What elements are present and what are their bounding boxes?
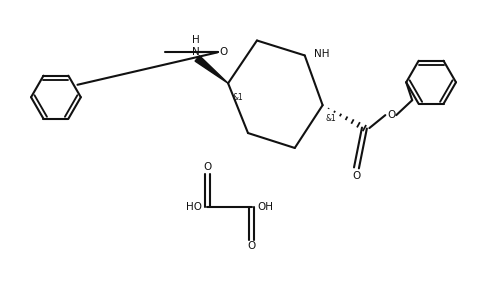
Text: &1: &1 (232, 93, 243, 102)
Text: HO: HO (186, 202, 202, 212)
Text: O: O (352, 171, 360, 181)
Text: OH: OH (257, 202, 273, 212)
Text: H: H (192, 36, 200, 45)
Text: O: O (219, 47, 227, 57)
Text: O: O (387, 110, 395, 120)
Text: O: O (203, 162, 211, 172)
Text: &1: &1 (325, 114, 336, 123)
Polygon shape (195, 56, 228, 83)
Text: NH: NH (314, 49, 329, 59)
Text: N: N (192, 47, 200, 57)
Text: O: O (248, 241, 256, 252)
